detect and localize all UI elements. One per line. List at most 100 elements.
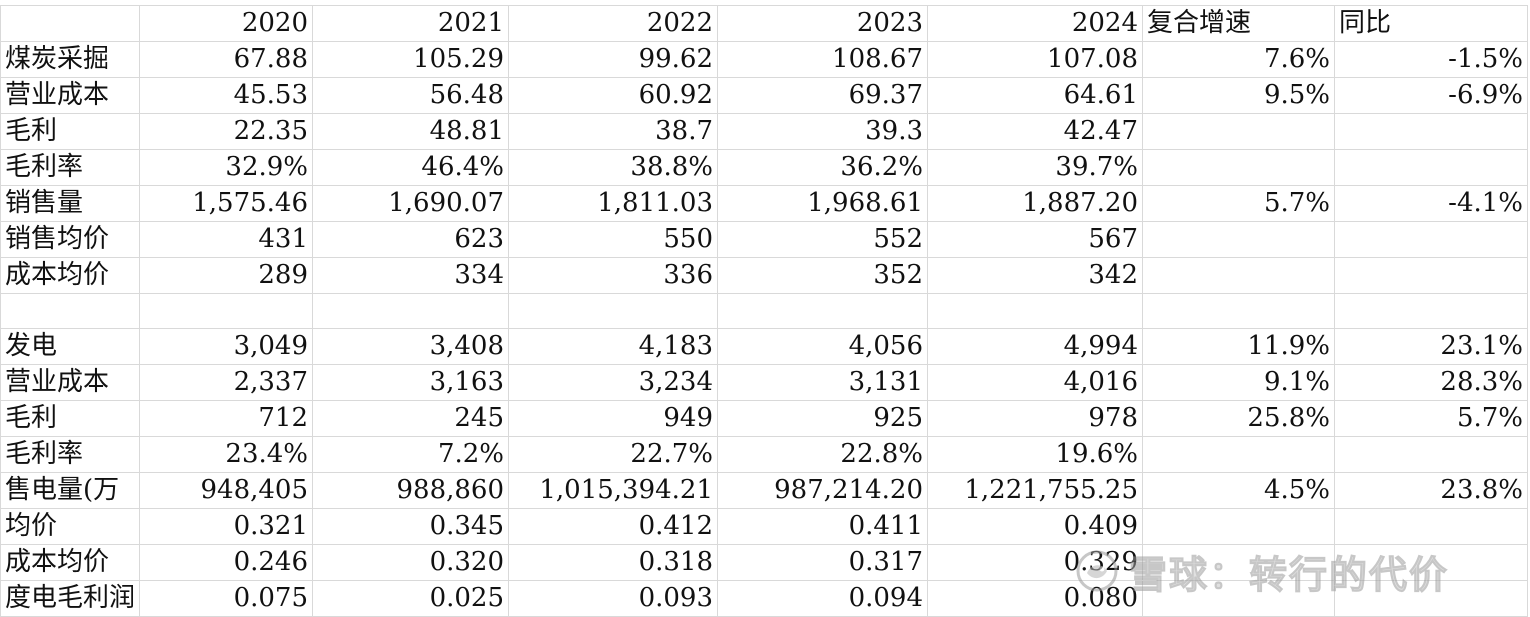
value-cell[interactable]: 0.246: [139, 544, 314, 581]
value-cell[interactable]: 988,860: [312, 472, 510, 509]
value-cell[interactable]: 0.345: [312, 508, 510, 545]
yoy-cell[interactable]: [1334, 544, 1529, 581]
yoy-cell[interactable]: [1334, 436, 1529, 473]
value-cell[interactable]: 0.080: [927, 580, 1144, 617]
yoy-cell[interactable]: -6.9%: [1334, 77, 1529, 114]
value-cell[interactable]: 948,405: [139, 472, 314, 509]
value-cell[interactable]: 0.320: [312, 544, 510, 581]
value-cell[interactable]: 712: [139, 400, 314, 437]
cagr-cell[interactable]: 9.1%: [1142, 364, 1336, 401]
yoy-cell[interactable]: 5.7%: [1334, 400, 1529, 437]
value-cell[interactable]: 38.8%: [508, 149, 719, 186]
yoy-cell[interactable]: [1334, 221, 1529, 258]
value-cell[interactable]: 949: [508, 400, 719, 437]
value-cell[interactable]: 64.61: [927, 77, 1144, 114]
value-cell[interactable]: 0.409: [927, 508, 1144, 545]
value-cell[interactable]: 3,163: [312, 364, 510, 401]
value-cell[interactable]: 0.321: [139, 508, 314, 545]
value-cell[interactable]: 342: [927, 257, 1144, 294]
value-cell[interactable]: 352: [717, 257, 929, 294]
cagr-cell[interactable]: 9.5%: [1142, 77, 1336, 114]
value-cell[interactable]: 0.318: [508, 544, 719, 581]
value-cell[interactable]: 36.2%: [717, 149, 929, 186]
row-label-cell[interactable]: 成本均价: [0, 257, 141, 294]
row-label-cell[interactable]: 煤炭采掘: [0, 41, 141, 78]
cagr-cell[interactable]: [1142, 221, 1336, 258]
cagr-cell[interactable]: [1142, 544, 1336, 581]
row-label-cell[interactable]: 毛利率: [0, 149, 141, 186]
value-cell[interactable]: 431: [139, 221, 314, 258]
cagr-cell[interactable]: [1142, 580, 1336, 617]
row-label-cell[interactable]: 营业成本: [0, 364, 141, 401]
header-cell-year[interactable]: 2023: [717, 5, 929, 42]
value-cell[interactable]: 22.35: [139, 113, 314, 150]
value-cell[interactable]: 0.025: [312, 580, 510, 617]
value-cell[interactable]: 925: [717, 400, 929, 437]
value-cell[interactable]: 1,811.03: [508, 185, 719, 222]
value-cell[interactable]: 60.92: [508, 77, 719, 114]
row-label-cell[interactable]: [0, 293, 141, 329]
cagr-cell[interactable]: [1142, 436, 1336, 473]
value-cell[interactable]: 2,337: [139, 364, 314, 401]
row-label-cell[interactable]: 销售量: [0, 185, 141, 222]
value-cell[interactable]: [508, 293, 719, 329]
value-cell[interactable]: 105.29: [312, 41, 510, 78]
cagr-cell[interactable]: 7.6%: [1142, 41, 1336, 78]
value-cell[interactable]: 336: [508, 257, 719, 294]
value-cell[interactable]: 567: [927, 221, 1144, 258]
header-cell-label[interactable]: [0, 5, 141, 42]
row-label-cell[interactable]: 毛利率: [0, 436, 141, 473]
header-cell-year[interactable]: 2022: [508, 5, 719, 42]
yoy-cell[interactable]: -4.1%: [1334, 185, 1529, 222]
value-cell[interactable]: 22.8%: [717, 436, 929, 473]
row-label-cell[interactable]: 度电毛利润: [0, 580, 141, 617]
yoy-cell[interactable]: [1334, 113, 1529, 150]
yoy-cell[interactable]: [1334, 580, 1529, 617]
value-cell[interactable]: 0.093: [508, 580, 719, 617]
header-cell-cagr[interactable]: 复合增速: [1142, 5, 1336, 42]
yoy-cell[interactable]: [1334, 508, 1529, 545]
cagr-cell[interactable]: [1142, 508, 1336, 545]
value-cell[interactable]: 1,968.61: [717, 185, 929, 222]
cagr-cell[interactable]: 11.9%: [1142, 328, 1336, 365]
row-label-cell[interactable]: 发电: [0, 328, 141, 365]
value-cell[interactable]: 1,887.20: [927, 185, 1144, 222]
value-cell[interactable]: 978: [927, 400, 1144, 437]
value-cell[interactable]: 4,056: [717, 328, 929, 365]
value-cell[interactable]: 3,131: [717, 364, 929, 401]
value-cell[interactable]: 7.2%: [312, 436, 510, 473]
value-cell[interactable]: 0.412: [508, 508, 719, 545]
cagr-cell[interactable]: 25.8%: [1142, 400, 1336, 437]
value-cell[interactable]: 45.53: [139, 77, 314, 114]
cagr-cell[interactable]: [1142, 257, 1336, 294]
value-cell[interactable]: [927, 293, 1144, 329]
header-cell-year[interactable]: 2021: [312, 5, 510, 42]
cagr-cell[interactable]: 4.5%: [1142, 472, 1336, 509]
row-label-cell[interactable]: 均价: [0, 508, 141, 545]
value-cell[interactable]: 0.094: [717, 580, 929, 617]
value-cell[interactable]: 4,183: [508, 328, 719, 365]
yoy-cell[interactable]: 23.8%: [1334, 472, 1529, 509]
header-cell-year[interactable]: 2024: [927, 5, 1144, 42]
row-label-cell[interactable]: 成本均价: [0, 544, 141, 581]
value-cell[interactable]: 42.47: [927, 113, 1144, 150]
value-cell[interactable]: 32.9%: [139, 149, 314, 186]
value-cell[interactable]: 4,016: [927, 364, 1144, 401]
value-cell[interactable]: 39.3: [717, 113, 929, 150]
value-cell[interactable]: 3,408: [312, 328, 510, 365]
row-label-cell[interactable]: 销售均价: [0, 221, 141, 258]
value-cell[interactable]: 108.67: [717, 41, 929, 78]
row-label-cell[interactable]: 售电量(万: [0, 472, 141, 509]
value-cell[interactable]: 552: [717, 221, 929, 258]
value-cell[interactable]: 1,575.46: [139, 185, 314, 222]
row-label-cell[interactable]: 毛利: [0, 400, 141, 437]
cagr-cell[interactable]: [1142, 113, 1336, 150]
value-cell[interactable]: 19.6%: [927, 436, 1144, 473]
value-cell[interactable]: [139, 293, 314, 329]
header-cell-yoy[interactable]: 同比: [1334, 5, 1529, 42]
value-cell[interactable]: 550: [508, 221, 719, 258]
value-cell[interactable]: 46.4%: [312, 149, 510, 186]
value-cell[interactable]: 4,994: [927, 328, 1144, 365]
value-cell[interactable]: 245: [312, 400, 510, 437]
value-cell[interactable]: 289: [139, 257, 314, 294]
